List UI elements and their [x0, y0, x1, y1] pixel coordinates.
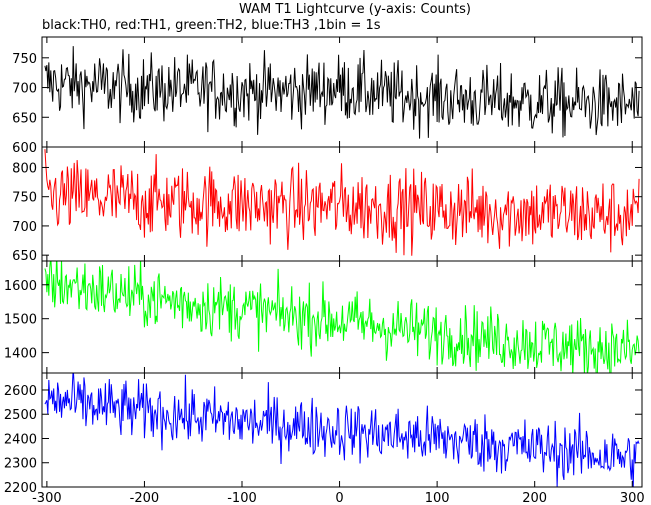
y-tick-label: 1500: [4, 313, 37, 328]
y-tick-label: 800: [12, 161, 37, 176]
panel-th2: 1400 1500 1600: [4, 260, 643, 374]
x-tick-label: 200: [522, 491, 547, 505]
series-th3: [44, 373, 640, 487]
series-th0: [44, 46, 640, 139]
y-tick-label: 700: [12, 82, 37, 97]
series-th1: [44, 149, 640, 256]
y-tick-label: 2400: [4, 432, 37, 447]
panel-th3: 2200 2300 2400 2500 2600: [4, 372, 643, 496]
chart-title: WAM T1 Lightcurve (y-axis: Counts): [239, 2, 471, 17]
y-tick-label: 2600: [4, 384, 37, 399]
panels: 600 650 700 750 650 700 750 800 1400 1500 1600 2200…: [4, 36, 643, 496]
y-tick-label: 1400: [4, 347, 37, 362]
y-tick-label: 1600: [4, 279, 37, 294]
x-tick-label: -300: [32, 491, 62, 505]
x-tick-label: 0: [335, 491, 343, 505]
y-tick-label: 2300: [4, 457, 37, 472]
x-tick-label: -200: [130, 491, 160, 505]
x-axis: -300 -200 -100 0 100 200 300: [32, 491, 645, 505]
series-th2: [44, 261, 640, 373]
y-tick-label: 650: [12, 249, 37, 264]
panel-th1: 650 700 750 800: [12, 146, 643, 264]
y-tick-label: 650: [12, 111, 37, 126]
x-tick-label: 300: [620, 491, 645, 505]
x-tick-label: 100: [425, 491, 450, 505]
y-tick-label: 750: [12, 191, 37, 206]
y-tick-label: 700: [12, 220, 37, 235]
panel-th0: 600 650 700 750: [12, 36, 643, 156]
x-tick-label: -100: [227, 491, 257, 505]
y-tick-label: 600: [12, 141, 37, 156]
y-tick-label: 750: [12, 52, 37, 67]
y-tick-label: 2200: [4, 481, 37, 496]
y-tick-label: 2500: [4, 408, 37, 423]
chart-subtitle: black:TH0, red:TH1, green:TH2, blue:TH3 …: [42, 18, 381, 33]
panel-frame: [41, 372, 643, 488]
